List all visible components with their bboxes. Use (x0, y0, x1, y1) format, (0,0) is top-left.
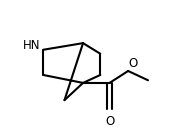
Text: O: O (105, 115, 114, 128)
Text: HN: HN (23, 39, 41, 52)
Text: O: O (129, 57, 138, 70)
